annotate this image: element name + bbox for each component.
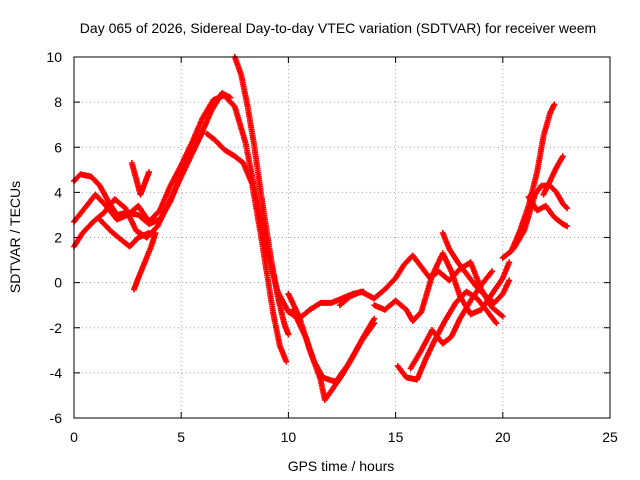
y-tick-label: 0 [54, 275, 62, 291]
plus-markers [96, 216, 152, 250]
series-arc-night-4 [407, 268, 496, 372]
x-tick-label: 15 [388, 429, 404, 445]
series-arc-short-a [96, 216, 152, 250]
plus-markers [540, 153, 566, 198]
plus-markers [203, 130, 290, 365]
x-tick-label: 20 [495, 429, 511, 445]
x-tick-label: 25 [602, 429, 618, 445]
plus-markers [289, 306, 378, 385]
series-arc-afternoon-dip [203, 130, 290, 365]
series-arc-deep-min-2 [289, 306, 378, 385]
y-tick-label: -6 [50, 410, 63, 426]
x-tick-label: 5 [177, 429, 185, 445]
plus-markers [131, 230, 159, 293]
y-tick-label: 8 [54, 94, 62, 110]
x-axis-label: GPS time / hours [288, 458, 395, 474]
series-arc-evening-2 [525, 193, 571, 230]
axis-ticks: 0 5 10 15 20 25 -6 -4 -2 0 2 4 6 8 10 [46, 49, 618, 445]
y-tick-label: -4 [50, 365, 63, 381]
series-arc-night-5 [439, 230, 513, 306]
y-tick-label: 10 [46, 49, 62, 65]
plus-markers [128, 160, 152, 198]
y-tick-label: 4 [54, 184, 62, 200]
series-arc-short-b [128, 160, 152, 198]
series-arc-short-c [131, 230, 159, 293]
y-tick-label: 2 [54, 230, 62, 246]
plus-markers [407, 268, 496, 372]
plus-markers [439, 230, 513, 306]
plus-markers [525, 193, 571, 230]
x-tick-label: 0 [70, 429, 78, 445]
y-tick-label: -2 [50, 320, 63, 336]
y-axis-label: SDTVAR / TECUs [7, 181, 23, 293]
chart-title: Day 065 of 2026, Sidereal Day-to-day VTE… [80, 20, 596, 36]
y-tick-label: 6 [54, 139, 62, 155]
series-arc-evening-3 [540, 153, 566, 198]
x-tick-label: 10 [281, 429, 297, 445]
